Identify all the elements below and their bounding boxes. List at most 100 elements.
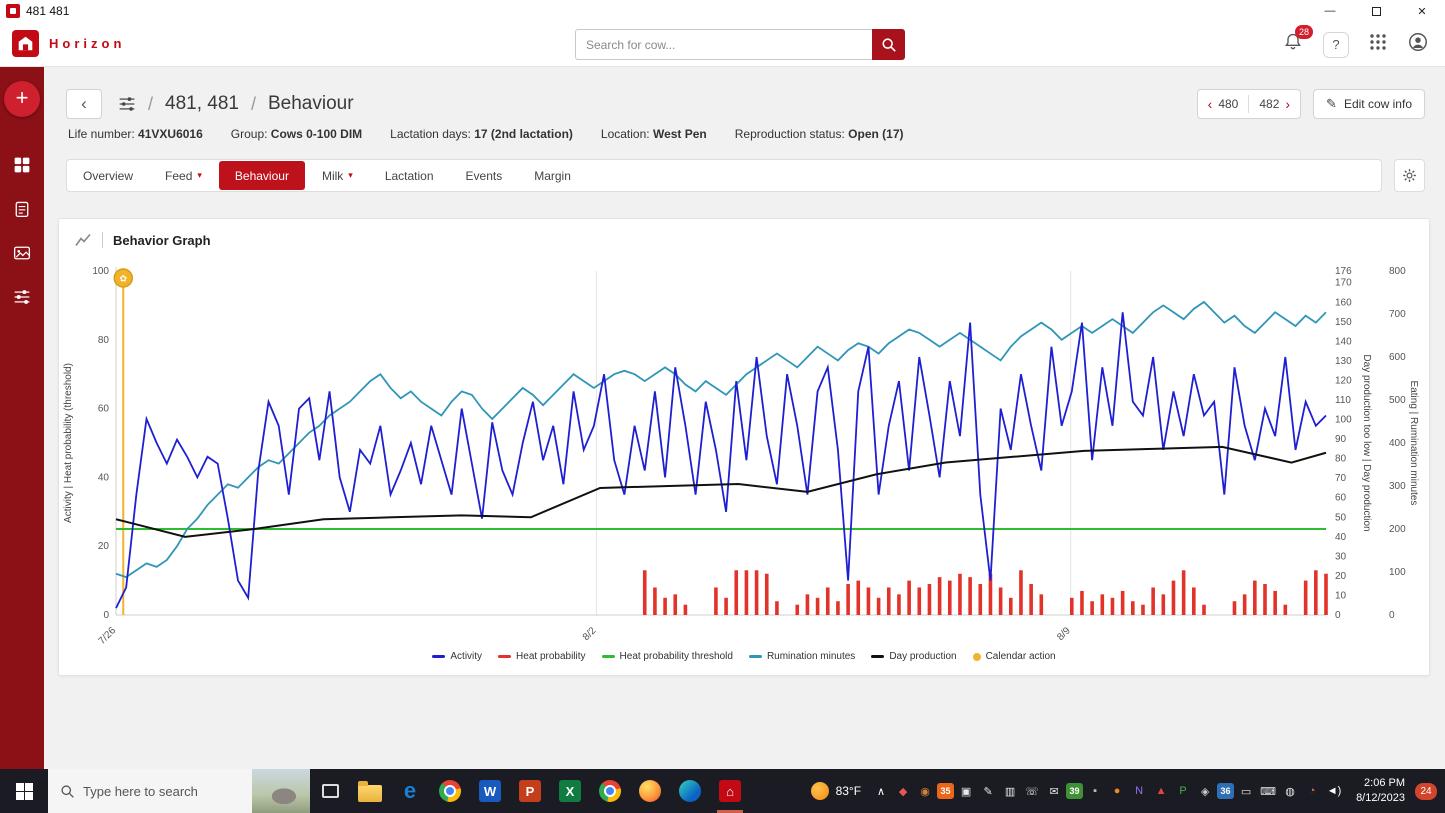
axis-tick-label: 80 <box>1335 454 1347 465</box>
legend-item-rumination-minutes[interactable]: Rumination minutes <box>748 651 855 662</box>
legend-item-calendar-action[interactable]: Calendar action <box>972 651 1056 662</box>
tray-app-16-icon[interactable]: ◔ <box>1308 785 1316 797</box>
chevron-left-icon: ‹ <box>1207 96 1213 112</box>
edge-2-icon <box>679 780 701 802</box>
tab-feed[interactable]: Feed ▾ <box>149 160 218 191</box>
tray-app-2-icon[interactable]: ◉ <box>920 785 930 798</box>
info-value: West Pen <box>652 127 707 141</box>
sidebar-item-reports[interactable] <box>0 187 44 231</box>
weather-widget[interactable]: 83°F <box>810 782 861 800</box>
action-center-button[interactable]: 24 <box>1415 782 1437 800</box>
tray-app-5-icon[interactable]: ▥ <box>1004 785 1016 798</box>
legend-item-activity[interactable]: Activity <box>432 651 482 662</box>
add-button[interactable]: + <box>4 81 40 117</box>
tab-overview[interactable]: Overview <box>67 160 149 191</box>
tray-app-7-icon[interactable]: ✉ <box>1049 785 1059 798</box>
lely-horizon-button[interactable]: ⌂ <box>710 769 750 813</box>
tray-app-11-icon[interactable]: ▲ <box>1155 785 1167 797</box>
legend-item-heat-probability[interactable]: Heat probability <box>498 651 586 662</box>
tray-app-10-icon[interactable]: N <box>1135 785 1144 797</box>
edit-cow-info-button[interactable]: ✎ Edit cow info <box>1313 89 1425 119</box>
file-explorer-button[interactable] <box>350 769 390 813</box>
tray-badge-36[interactable]: 36 <box>1217 783 1235 799</box>
chart-settings-button[interactable] <box>1394 159 1425 192</box>
tray-badge-35[interactable]: 35 <box>937 783 955 799</box>
tray-badge-39[interactable]: 39 <box>1066 783 1084 799</box>
tab-behaviour[interactable]: Behaviour <box>218 161 305 190</box>
axis-tick-label: 10 <box>1335 590 1347 601</box>
tray-app-12-icon[interactable]: P <box>1179 785 1187 797</box>
legend-item-day-production[interactable]: Day production <box>871 651 957 662</box>
maximize-button[interactable] <box>1353 0 1399 22</box>
x-axis-tick-label: 8/9 <box>1055 625 1073 643</box>
axis-tick-label: 800 <box>1389 266 1406 277</box>
brand[interactable]: Horizon <box>12 30 125 57</box>
task-view-button[interactable] <box>310 769 350 813</box>
tab-events[interactable]: Events <box>450 160 519 191</box>
heat-probability-bar <box>1202 604 1206 615</box>
minimize-button[interactable]: — <box>1324 5 1336 17</box>
heat-probability-bar <box>764 573 769 615</box>
heat-probability-bar <box>724 597 728 615</box>
help-button[interactable]: ? <box>1323 31 1349 58</box>
left-axis-title: Activity | Heat probability (threshold) <box>63 363 74 523</box>
axis-tick-label: 600 <box>1389 352 1406 363</box>
word-button[interactable]: W <box>470 769 510 813</box>
file-explorer-icon <box>358 780 382 802</box>
axis-tick-label: 400 <box>1389 438 1406 449</box>
hidden-icons-chevron[interactable]: ∧ <box>877 785 886 798</box>
prev-cow-button[interactable]: ‹ 480 <box>1198 96 1249 112</box>
close-button[interactable]: ✕ <box>1417 5 1427 18</box>
sidebar-item-settings[interactable] <box>0 275 44 319</box>
breadcrumb-cow-name[interactable]: 481, 481 <box>165 93 239 114</box>
heat-probability-bar <box>1324 573 1328 615</box>
chart-legend: Activity Heat probability Heat probability… <box>59 651 1429 662</box>
chrome-2-button[interactable] <box>590 769 630 813</box>
tray-app-15-icon[interactable]: ◍ <box>1285 785 1295 798</box>
tab-margin[interactable]: Margin <box>518 160 587 191</box>
back-button[interactable]: ‹ <box>66 89 102 119</box>
tab-milk[interactable]: Milk ▾ <box>306 160 369 191</box>
notification-bell-button[interactable]: 28 <box>1283 25 1313 57</box>
edge-button[interactable]: e <box>390 769 430 813</box>
tray-monitor-icon[interactable]: ▭ <box>1240 785 1252 798</box>
heat-probability-bar <box>937 577 942 615</box>
taskbar-search[interactable]: Type here to search <box>48 769 310 813</box>
sidebar-item-dashboard[interactable] <box>0 143 44 187</box>
tray-app-1-icon[interactable]: ◆ <box>898 785 908 798</box>
heat-probability-bar <box>1080 590 1084 615</box>
info-value: Open (17) <box>848 127 904 141</box>
edge-2-button[interactable] <box>670 769 710 813</box>
tray-app-3-icon[interactable]: ▣ <box>960 785 972 798</box>
tray-app-4-icon[interactable]: ✎ <box>983 785 993 798</box>
heat-probability-bar <box>1273 590 1277 615</box>
sidebar-item-media[interactable] <box>0 231 44 275</box>
excel-button[interactable]: X <box>550 769 590 813</box>
notification-count-badge: 28 <box>1294 25 1313 39</box>
tray-app-13-icon[interactable]: ◈ <box>1200 785 1210 798</box>
heat-probability-bar <box>886 587 891 615</box>
taskbar-clock[interactable]: 2:06 PM 8/12/2023 <box>1356 776 1405 806</box>
tray-app-14-icon[interactable]: ⌨ <box>1260 785 1276 798</box>
tab-lactation[interactable]: Lactation <box>369 160 450 191</box>
apps-grid-button[interactable] <box>1369 33 1387 56</box>
tray-app-8-icon[interactable]: ▪ <box>1093 785 1098 797</box>
start-button[interactable] <box>0 769 48 813</box>
axis-tick-label: 50 <box>1335 512 1347 523</box>
chrome-button[interactable] <box>430 769 470 813</box>
cow-search-input[interactable] <box>575 29 872 60</box>
behavior-chart[interactable]: 0 20 40 60 80 100 0 10 20 30 40 50 60 70 80 90 100 110 120… <box>59 263 1425 649</box>
search-button[interactable] <box>872 29 905 60</box>
powerpoint-button[interactable]: P <box>510 769 550 813</box>
search-highlight-image[interactable] <box>252 769 310 813</box>
legend-item-heat-probability-threshold[interactable]: Heat probability threshold <box>601 651 733 662</box>
filter-sliders-icon[interactable] <box>118 95 136 113</box>
tray-app-9-icon[interactable]: ● <box>1113 785 1121 797</box>
account-button[interactable] <box>1407 31 1429 58</box>
firefox-button[interactable] <box>630 769 670 813</box>
next-cow-number: 482 <box>1259 97 1280 111</box>
tray-app-6-icon[interactable]: ☏ <box>1025 785 1039 798</box>
volume-icon[interactable]: ◄) <box>1326 785 1342 797</box>
next-cow-button[interactable]: 482 › <box>1249 96 1300 112</box>
heat-probability-bar <box>683 604 688 615</box>
